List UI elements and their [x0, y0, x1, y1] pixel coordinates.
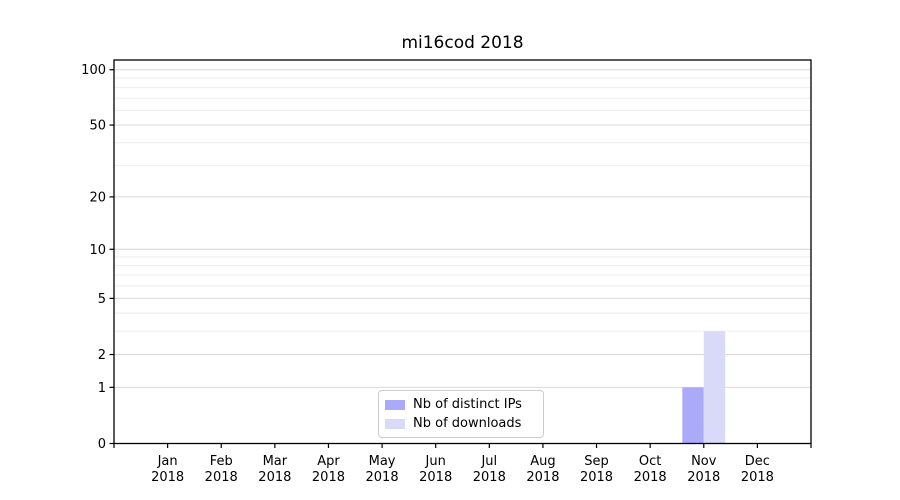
y-tick-label: 2	[98, 348, 106, 363]
x-tick-label: Jul 2018	[473, 454, 506, 485]
y-tick-label: 20	[89, 190, 106, 205]
y-tick-label: 50	[89, 119, 106, 134]
y-tick-label: 10	[89, 243, 106, 258]
x-tick-label: Jun 2018	[419, 454, 452, 485]
x-tick-label: Aug 2018	[526, 454, 559, 485]
bar-downloads	[703, 331, 726, 444]
legend-label-distinct-ips: Nb of distinct IPs	[413, 396, 522, 412]
x-tick-label: Apr 2018	[312, 454, 345, 485]
chart-title: mi16cod 2018	[401, 33, 524, 53]
legend-item-downloads: Nb of downloads	[385, 416, 543, 432]
x-tick-label: Feb 2018	[205, 454, 238, 485]
legend-item-distinct-ips: Nb of distinct IPs	[385, 397, 543, 413]
x-tick-label: Mar 2018	[258, 454, 291, 485]
legend-label-downloads: Nb of downloads	[413, 415, 522, 431]
x-tick-label: Jan 2018	[151, 454, 184, 485]
bar-distinct-ips	[682, 387, 704, 444]
x-tick-label: Dec 2018	[741, 454, 774, 485]
y-tick-label: 5	[98, 292, 106, 307]
x-tick-label: Nov 2018	[687, 454, 720, 485]
legend-swatch-downloads	[385, 418, 405, 429]
x-tick-label: Oct 2018	[634, 454, 667, 485]
legend: Nb of distinct IPs Nb of downloads	[378, 390, 544, 438]
y-tick-label: 100	[81, 63, 106, 78]
x-tick-label: May 2018	[366, 454, 399, 485]
legend-swatch-distinct-ips	[385, 399, 405, 410]
plot-border	[113, 59, 812, 445]
y-tick-label: 0	[98, 437, 106, 452]
y-tick-label: 1	[98, 381, 106, 396]
x-tick-label: Sep 2018	[580, 454, 613, 485]
